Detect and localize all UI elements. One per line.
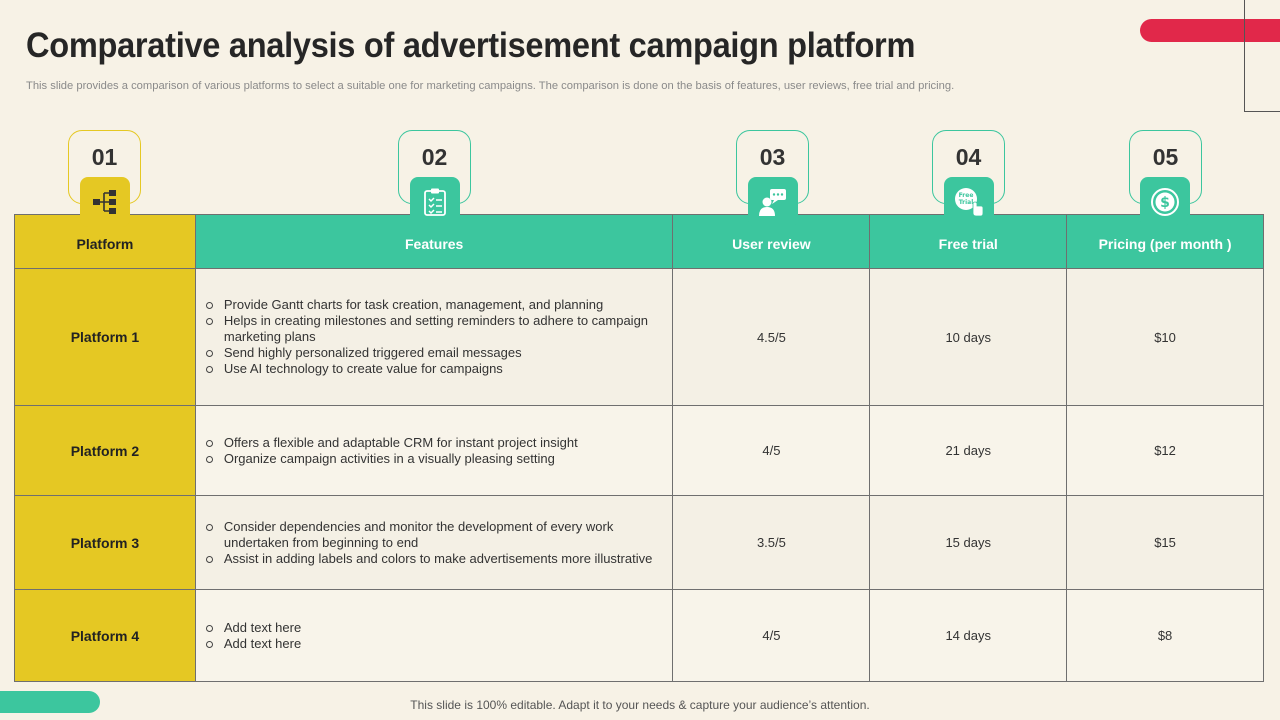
badge-number: 04 (955, 144, 982, 170)
pricing-cell: $10 (1066, 268, 1264, 406)
pricing-cell: $15 (1066, 495, 1264, 590)
features-cell: Consider dependencies and monitor the de… (194, 495, 674, 590)
user-review-cell: 3.5/5 (672, 495, 871, 590)
feature-item: Add text here (205, 620, 665, 636)
table-row: Platform 3 Consider dependencies and mon… (14, 495, 1264, 590)
page-title: Comparative analysis of advertisement ca… (26, 26, 916, 65)
svg-text:Free: Free (959, 192, 974, 199)
platform-name: Platform 1 (14, 268, 196, 406)
decorative-red-bar (1140, 19, 1280, 42)
feature-item: Organize campaign activities in a visual… (205, 451, 665, 467)
svg-text:$: $ (1160, 195, 1170, 211)
decorative-green-bar (0, 691, 100, 713)
free-trial-cell: 14 days (869, 589, 1068, 682)
badge-number: 01 (91, 144, 118, 170)
features-cell: Provide Gantt charts for task creation, … (194, 268, 674, 406)
platform-name: Platform 2 (14, 405, 196, 496)
feature-item: Offers a flexible and adaptable CRM for … (205, 435, 665, 451)
table-header-row: Platform Features User review Free trial… (14, 214, 1264, 269)
user-review-cell: 4.5/5 (672, 268, 871, 406)
badge-number: 05 (1152, 144, 1179, 170)
features-list: Offers a flexible and adaptable CRM for … (205, 435, 665, 467)
hierarchy-icon (80, 177, 130, 227)
feature-item: Add text here (205, 636, 665, 652)
feature-item: Assist in adding labels and colors to ma… (205, 551, 665, 567)
platform-name: Platform 4 (14, 589, 196, 682)
table-row: Platform 1 Provide Gantt charts for task… (14, 268, 1264, 406)
feature-item: Consider dependencies and monitor the de… (205, 519, 665, 551)
features-list: Consider dependencies and monitor the de… (205, 519, 665, 567)
feature-item: Send highly personalized triggered email… (205, 345, 665, 361)
feature-item: Use AI technology to create value for ca… (205, 361, 665, 377)
user-review-cell: 4/5 (672, 589, 871, 682)
user-review-cell: 4/5 (672, 405, 871, 496)
features-list: Add text here Add text here (205, 620, 665, 652)
feature-item: Helps in creating milestones and setting… (205, 313, 665, 345)
pricing-cell: $12 (1066, 405, 1264, 496)
features-list: Provide Gantt charts for task creation, … (205, 297, 665, 377)
user-review-icon (748, 177, 798, 227)
free-trial-cell: 10 days (869, 268, 1068, 406)
feature-item: Provide Gantt charts for task creation, … (205, 297, 665, 313)
badge-number: 03 (759, 144, 786, 170)
free-trial-cell: 21 days (869, 405, 1068, 496)
page-subtitle: This slide provides a comparison of vari… (26, 80, 955, 92)
features-cell: Offers a flexible and adaptable CRM for … (194, 405, 674, 496)
table-row: Platform 2 Offers a flexible and adaptab… (14, 405, 1264, 496)
table-row: Platform 4 Add text here Add text here 4… (14, 589, 1264, 682)
dollar-icon: $ (1140, 177, 1190, 227)
badge-number: 02 (421, 144, 448, 170)
free-trial-cell: 15 days (869, 495, 1068, 590)
header-free-trial: Free trial (869, 214, 1068, 269)
checklist-icon (410, 177, 460, 227)
features-cell: Add text here Add text here (194, 589, 674, 682)
free-trial-icon: Free Trial (944, 177, 994, 227)
pricing-cell: $8 (1066, 589, 1264, 682)
svg-text:Trial: Trial (959, 199, 974, 206)
footer-note: This slide is 100% editable. Adapt it to… (410, 698, 870, 712)
comparison-table: Platform Features User review Free trial… (14, 214, 1264, 682)
decorative-frame (1244, 0, 1280, 112)
platform-name: Platform 3 (14, 495, 196, 590)
